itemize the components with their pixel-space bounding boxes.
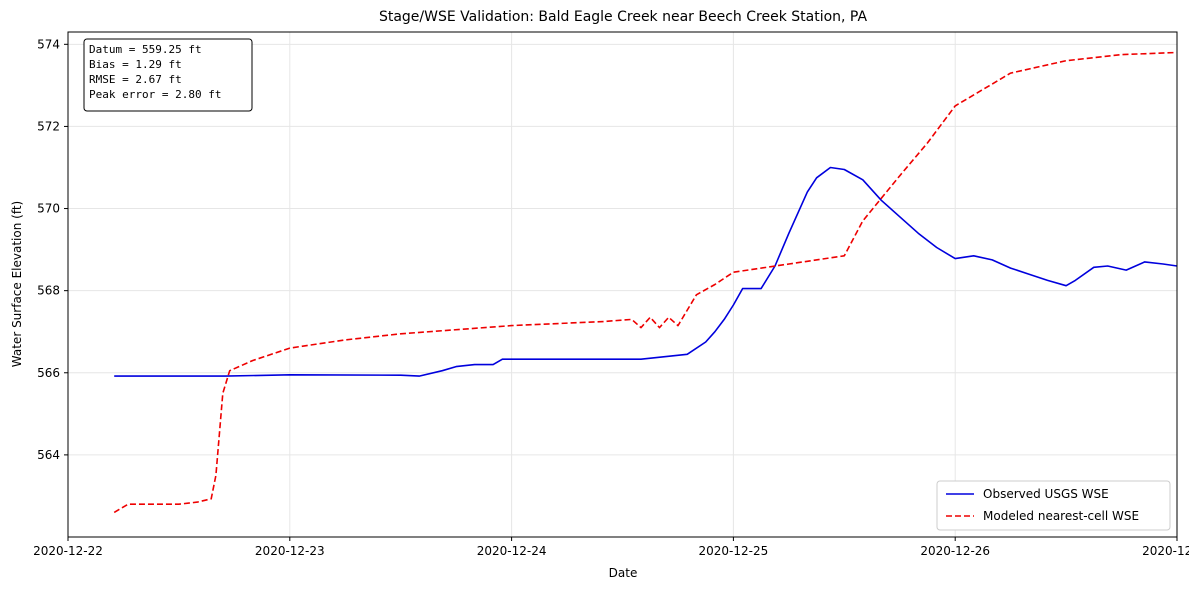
stats-bias: Bias = 1.29 ft <box>89 58 182 71</box>
x-tick-label-5: 2020-12-27 <box>1142 544 1189 558</box>
y-tick-label-0: 564 <box>37 448 60 462</box>
y-tick-label-2: 568 <box>37 284 60 298</box>
y-tick-label-4: 572 <box>37 119 60 133</box>
chart-title: Stage/WSE Validation: Bald Eagle Creek n… <box>379 9 868 25</box>
y-axis-label: Water Surface Elevation (ft) <box>10 201 24 367</box>
series-line-0 <box>114 166 1178 377</box>
x-tick-label-0: 2020-12-22 <box>33 544 103 558</box>
legend: Observed USGS WSE Modeled nearest-cell W… <box>936 480 1171 531</box>
series-lines <box>113 51 1178 514</box>
y-axis-ticks: 564 566 568 570 572 574 <box>37 37 68 462</box>
legend-modeled-label: Modeled nearest-cell WSE <box>983 509 1139 523</box>
y-tick-label-1: 566 <box>37 366 60 380</box>
x-axis-label: Date <box>609 566 638 580</box>
x-tick-label-3: 2020-12-25 <box>699 544 769 558</box>
x-tick-label-2: 2020-12-24 <box>477 544 547 558</box>
stats-peak-error: Peak error = 2.80 ft <box>89 88 221 101</box>
x-tick-label-1: 2020-12-23 <box>255 544 325 558</box>
y-tick-label-3: 570 <box>37 202 60 216</box>
stats-rmse: RMSE = 2.67 ft <box>89 73 182 86</box>
legend-observed-label: Observed USGS WSE <box>983 487 1109 501</box>
stats-box: Datum = 559.25 ft Bias = 1.29 ft RMSE = … <box>83 38 253 112</box>
stats-box-frame <box>83 38 253 112</box>
y-tick-label-5: 574 <box>37 37 60 51</box>
legend-frame <box>936 480 1171 531</box>
x-tick-label-4: 2020-12-26 <box>920 544 990 558</box>
series-line-1 <box>113 51 1178 514</box>
plot-frame <box>67 31 1178 538</box>
stats-datum: Datum = 559.25 ft <box>89 43 202 56</box>
x-axis-ticks: 2020-12-22 2020-12-23 2020-12-24 2020-12-25… <box>33 537 1189 558</box>
